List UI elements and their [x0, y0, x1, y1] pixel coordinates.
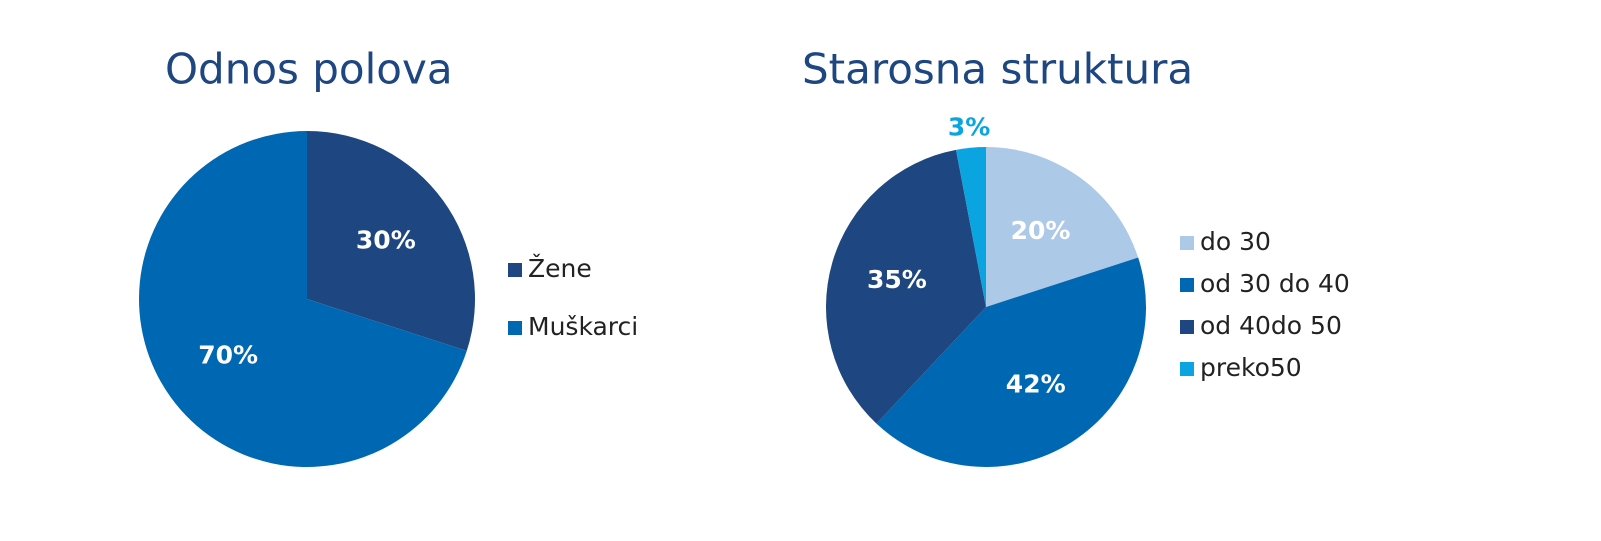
legend-label: preko50: [1200, 353, 1302, 382]
pie-slice: [139, 131, 467, 467]
legend-swatch: [508, 263, 522, 277]
data-label: 3%: [948, 113, 990, 142]
legend-label: Muškarci: [528, 312, 638, 341]
legend-swatch: [1180, 278, 1194, 292]
chart-title: Starosna struktura: [802, 45, 1193, 94]
legend-label: Žene: [528, 254, 592, 283]
legend-swatch: [1180, 236, 1194, 250]
legend-swatch: [1180, 320, 1194, 334]
data-label: 30%: [356, 226, 416, 255]
pie-slice: [986, 147, 1139, 307]
pie-slice: [876, 257, 1147, 468]
data-label: 70%: [198, 340, 258, 369]
pie-slice: [956, 147, 986, 307]
legend-label: od 30 do 40: [1200, 269, 1350, 298]
data-label: 20%: [1011, 216, 1071, 245]
legend-swatch: [508, 321, 522, 335]
chart-title: Odnos polova: [165, 45, 453, 94]
data-label: 42%: [1006, 369, 1066, 398]
data-label: 35%: [867, 265, 927, 294]
legend-label: do 30: [1200, 227, 1271, 256]
legend-swatch: [1180, 362, 1194, 376]
legend-label: od 40do 50: [1200, 311, 1342, 340]
pie-slice: [825, 149, 986, 424]
pie-slice: [307, 131, 476, 351]
